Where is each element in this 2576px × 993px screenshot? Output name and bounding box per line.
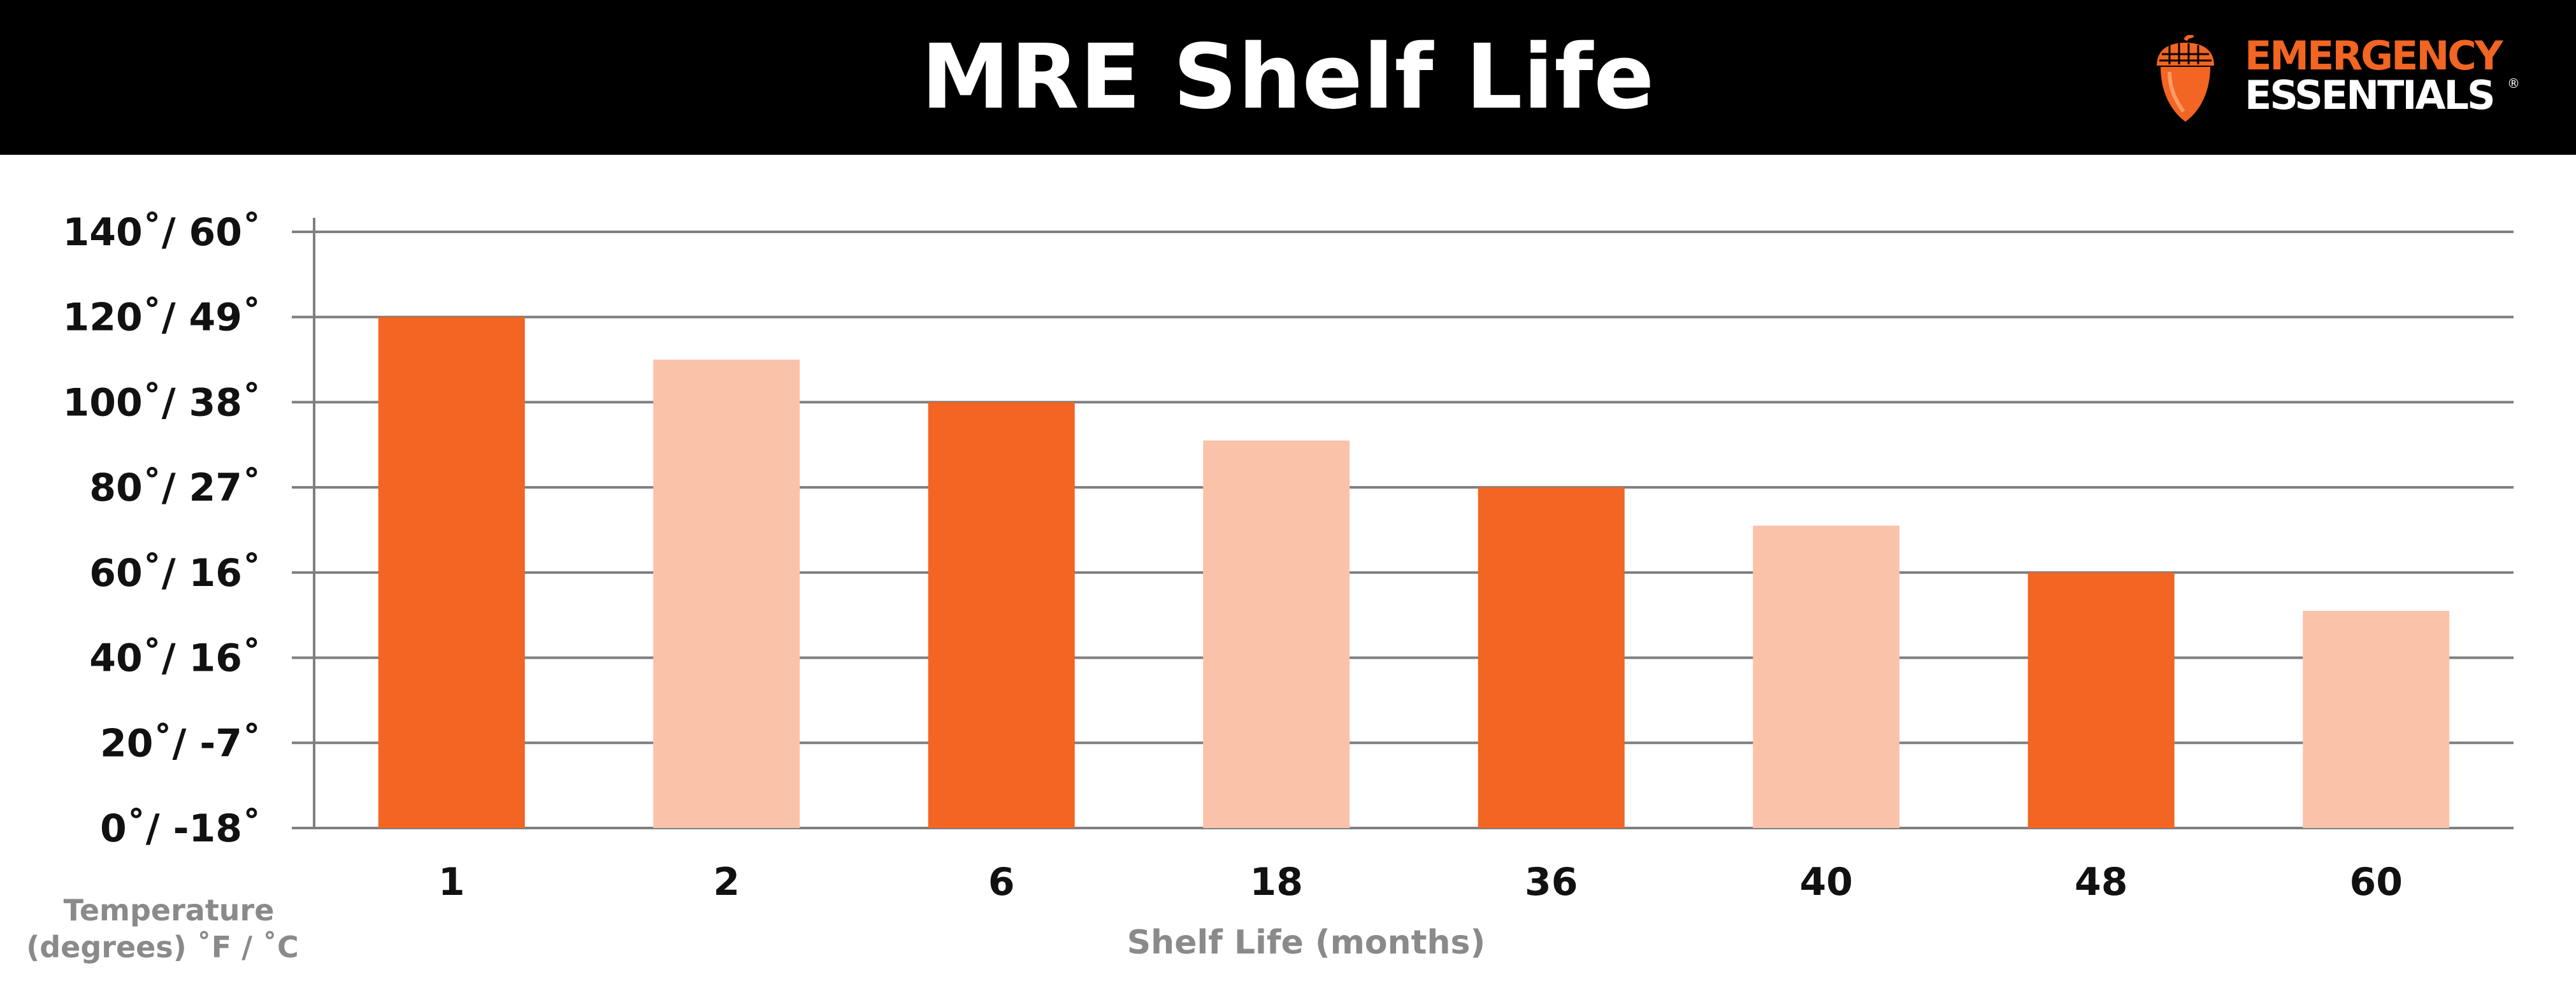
bar-60	[2303, 611, 2450, 828]
registered-mark: ®	[2507, 76, 2520, 91]
chart-title: MRE Shelf Life	[921, 25, 1655, 129]
header-bar: MRE Shelf Life EMERGENCY ESSENTIALS ®	[0, 0, 2576, 155]
x-tick-label: 6	[988, 860, 1015, 904]
y-tick-label: 0˚/ -18˚	[100, 806, 261, 851]
bar-36	[1478, 487, 1625, 828]
x-tick-label: 48	[2075, 860, 2128, 904]
bar-1	[378, 317, 525, 828]
grid-layer	[292, 218, 2514, 829]
x-tick-labels: 1 2 6 18 36 40 48 60	[438, 860, 2403, 904]
y-tick-label: 80˚/ 27˚	[89, 466, 261, 510]
y-tick-label: 100˚/ 38˚	[62, 380, 261, 425]
brand-logo: EMERGENCY ESSENTIALS ®	[2150, 35, 2520, 124]
y-tick-label: 60˚/ 16˚	[89, 551, 261, 596]
bar-6	[928, 402, 1075, 828]
y-tick-label: 140˚/ 60˚	[62, 210, 261, 255]
x-tick-label: 36	[1525, 860, 1578, 904]
x-tick-label: 1	[438, 860, 465, 904]
y-tick-label: 120˚/ 49˚	[62, 296, 261, 340]
y-tick-label: 20˚/ -7˚	[100, 721, 261, 766]
bar-48	[2027, 572, 2175, 828]
bar-2	[653, 359, 800, 828]
x-tick-label: 40	[1800, 860, 1853, 904]
logo-text-essentials: ESSENTIALS	[2245, 72, 2496, 118]
bar-18	[1203, 440, 1350, 828]
x-axis-title: Shelf Life (months)	[1126, 924, 1486, 962]
x-tick-label: 2	[713, 860, 740, 904]
bar-40	[1753, 525, 1900, 828]
bar-layer	[378, 317, 2450, 828]
logo-text-emergency: EMERGENCY	[2245, 32, 2503, 79]
y-axis-title-line1: Temperature	[63, 893, 275, 927]
y-axis-title-line2: (degrees) ˚F / ˚C	[26, 930, 299, 964]
acorn-icon	[2157, 35, 2214, 122]
x-tick-label: 18	[1250, 860, 1304, 904]
x-tick-label: 60	[2350, 860, 2403, 904]
y-tick-label: 40˚/ 16˚	[89, 636, 261, 681]
y-tick-labels: 0˚/ -18˚ 20˚/ -7˚ 40˚/ 16˚ 60˚/ 16˚ 80˚/ 27˚…	[62, 210, 261, 851]
